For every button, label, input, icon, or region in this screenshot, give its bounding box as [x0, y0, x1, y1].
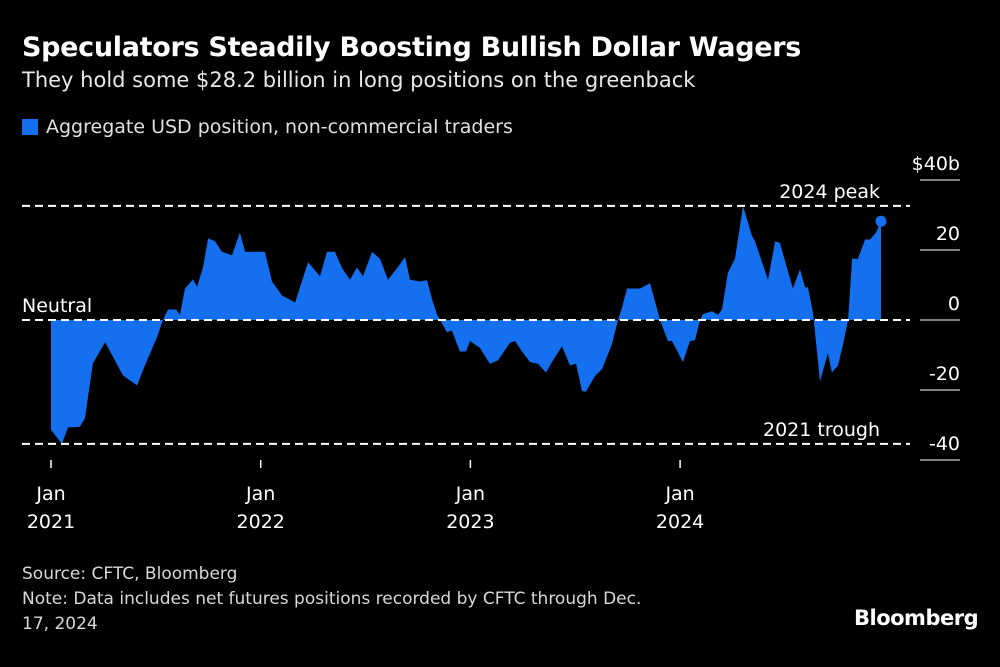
bloomberg-logo: Bloomberg	[854, 606, 979, 630]
footnote-line2: 17, 2024	[22, 614, 98, 634]
x-tick-label-year: 2024	[656, 511, 704, 533]
legend-swatch	[22, 119, 38, 135]
x-tick-label-year: 2021	[27, 511, 75, 533]
legend: Aggregate USD position, non-commercial t…	[22, 116, 513, 138]
reference-label: Neutral	[22, 295, 92, 317]
reference-label: 2021 trough	[763, 419, 880, 441]
reference-label: 2024 peak	[779, 181, 880, 203]
x-tick-label-year: 2022	[237, 511, 285, 533]
legend-label: Aggregate USD position, non-commercial t…	[46, 116, 513, 138]
y-tick-label: -40	[929, 433, 960, 455]
y-tick-label: 20	[936, 223, 960, 245]
x-tick-label-month: Jan	[455, 483, 485, 505]
series-area	[51, 205, 881, 444]
last-value-marker	[875, 215, 887, 227]
y-tick-label: $40b	[912, 153, 960, 175]
footnote-line1: Note: Data includes net futures position…	[22, 589, 642, 609]
y-tick-label: -20	[929, 363, 960, 385]
chart-subtitle: They hold some $28.2 billion in long pos…	[22, 68, 696, 92]
x-tick-label-month: Jan	[35, 483, 65, 505]
x-tick-label-year: 2023	[446, 511, 494, 533]
chart-title: Speculators Steadily Boosting Bullish Do…	[22, 32, 802, 63]
x-tick-label-month: Jan	[245, 483, 275, 505]
x-tick-label-month: Jan	[664, 483, 694, 505]
y-tick-label: 0	[948, 293, 960, 315]
source-note: Source: CFTC, Bloomberg	[22, 564, 238, 584]
